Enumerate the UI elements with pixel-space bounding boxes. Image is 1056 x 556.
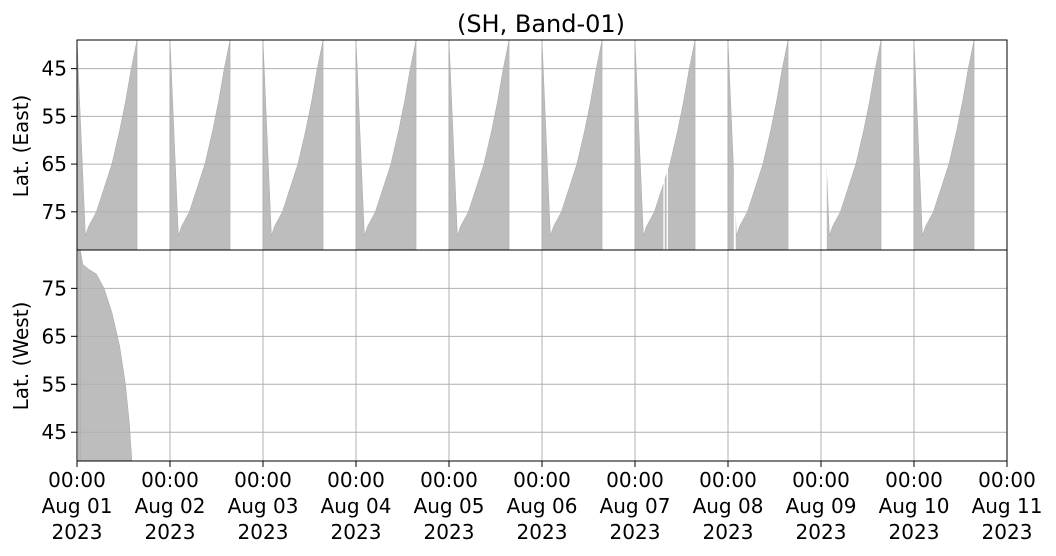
x-tick-label: 2023 bbox=[703, 520, 754, 544]
x-tick-label: 00:00 bbox=[606, 468, 664, 492]
y-tick-label: 65 bbox=[42, 324, 67, 348]
x-tick-label: 00:00 bbox=[234, 468, 292, 492]
x-tick-label: Aug 06 bbox=[507, 494, 578, 518]
x-tick-label: Aug 04 bbox=[321, 494, 392, 518]
y-tick-label: 75 bbox=[42, 276, 67, 300]
x-tick-label: 2023 bbox=[331, 520, 382, 544]
x-tick-label: Aug 02 bbox=[135, 494, 206, 518]
x-tick-label: 00:00 bbox=[141, 468, 199, 492]
coverage-gap bbox=[618, 40, 632, 250]
coverage-gap bbox=[821, 40, 827, 250]
x-tick-label: 00:00 bbox=[978, 468, 1036, 492]
x-tick-label: 2023 bbox=[145, 520, 196, 544]
chart-title: (SH, Band-01) bbox=[457, 10, 625, 38]
y-axis-label-east: Lat. (East) bbox=[9, 95, 33, 198]
y-tick-label: 65 bbox=[42, 152, 67, 176]
coverage-gap bbox=[897, 40, 911, 250]
x-tick-label: 00:00 bbox=[327, 468, 385, 492]
coverage-block bbox=[78, 250, 81, 461]
coverage-gap bbox=[733, 40, 736, 250]
x-tick-label: Aug 01 bbox=[42, 494, 113, 518]
y-axis-label-west: Lat. (West) bbox=[9, 302, 33, 411]
x-tick-label: 2023 bbox=[889, 520, 940, 544]
x-tick-label: 00:00 bbox=[513, 468, 571, 492]
x-tick-label: 2023 bbox=[238, 520, 289, 544]
coverage-gap bbox=[246, 40, 260, 250]
coverage-block bbox=[79, 250, 133, 461]
coverage-gap bbox=[432, 40, 446, 250]
x-tick-label: 2023 bbox=[610, 520, 661, 544]
x-tick-label: 2023 bbox=[796, 520, 847, 544]
x-tick-label: Aug 10 bbox=[879, 494, 950, 518]
y-tick-label: 45 bbox=[42, 420, 67, 444]
x-tick-label: 00:00 bbox=[885, 468, 943, 492]
y-tick-label: 75 bbox=[42, 200, 67, 224]
coverage-gap bbox=[711, 40, 725, 250]
coverage-gap bbox=[663, 40, 665, 250]
y-tick-label: 45 bbox=[42, 57, 67, 81]
coverage-gap bbox=[153, 40, 168, 250]
x-tick-label: 00:00 bbox=[699, 468, 757, 492]
x-tick-label: Aug 08 bbox=[693, 494, 764, 518]
x-tick-label: Aug 07 bbox=[600, 494, 671, 518]
x-tick-label: 00:00 bbox=[792, 468, 850, 492]
y-tick-label: 55 bbox=[42, 104, 67, 128]
x-tick-label: 2023 bbox=[517, 520, 568, 544]
y-tick-label: 55 bbox=[42, 372, 67, 396]
coverage-gap bbox=[666, 40, 668, 250]
x-tick-label: 2023 bbox=[52, 520, 103, 544]
x-tick-label: 2023 bbox=[424, 520, 475, 544]
panel-east: 45 55 65 75 bbox=[42, 39, 1008, 251]
coverage-gap bbox=[339, 40, 353, 250]
x-tick-label: Aug 03 bbox=[228, 494, 299, 518]
x-tick-label: Aug 11 bbox=[972, 494, 1043, 518]
panel-west: 45 55 65 75 bbox=[42, 249, 1008, 462]
coverage-area bbox=[78, 250, 133, 461]
x-tick-label: Aug 05 bbox=[414, 494, 485, 518]
x-tick-label: 00:00 bbox=[48, 468, 106, 492]
coverage-area bbox=[77, 40, 975, 250]
coverage-gap bbox=[525, 40, 539, 250]
x-tick-label: 2023 bbox=[982, 520, 1033, 544]
coverage-gap bbox=[804, 40, 818, 250]
x-tick-label: 00:00 bbox=[420, 468, 478, 492]
x-tick-label: Aug 09 bbox=[786, 494, 857, 518]
